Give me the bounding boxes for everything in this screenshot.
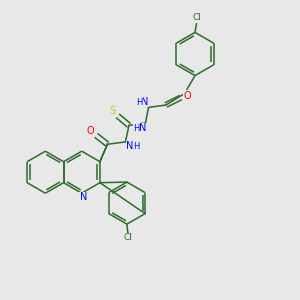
Text: Cl: Cl: [124, 233, 133, 242]
Text: O: O: [184, 91, 191, 101]
Text: H: H: [136, 98, 143, 106]
Text: H: H: [134, 142, 140, 151]
Text: H: H: [133, 124, 140, 133]
Text: S: S: [109, 106, 115, 116]
Text: Cl: Cl: [193, 14, 202, 22]
Text: N: N: [80, 192, 87, 203]
Text: O: O: [87, 126, 94, 136]
Text: N: N: [126, 141, 134, 152]
Text: N: N: [140, 123, 147, 134]
Text: N: N: [141, 97, 148, 107]
